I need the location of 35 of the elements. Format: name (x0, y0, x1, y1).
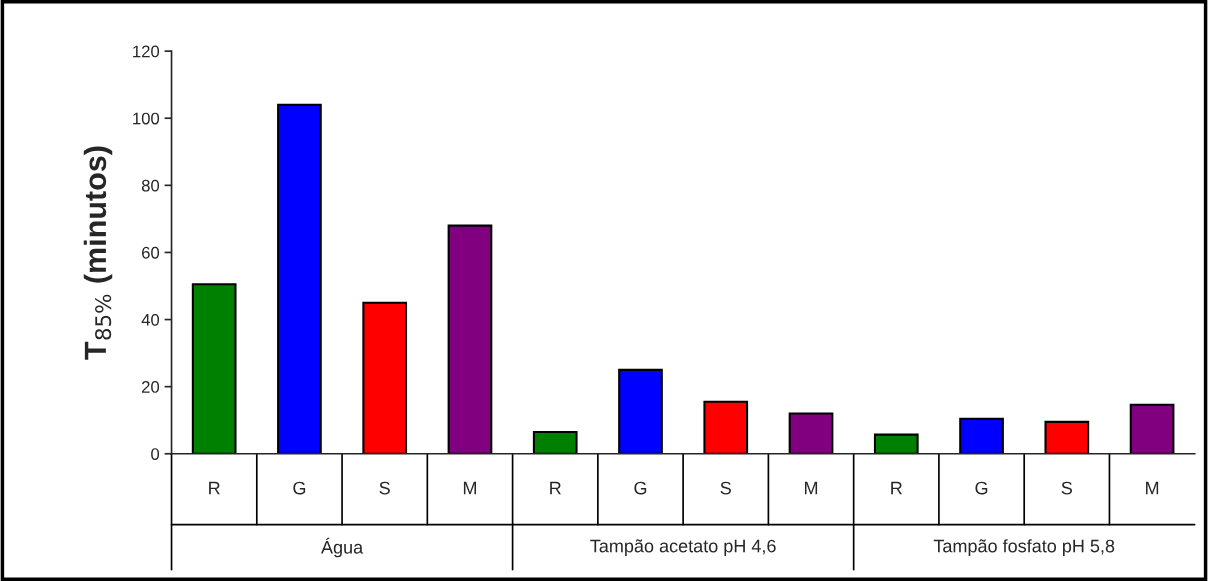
y-tick-label: 120 (133, 45, 160, 58)
bar (277, 103, 322, 454)
text: Água (321, 537, 364, 558)
y-tick-label: 60 (142, 246, 160, 259)
y-tick-label: 0 (151, 448, 160, 460)
text: Tampão fosfato pH 5,8 (933, 539, 1115, 556)
x-tick-label: G (975, 481, 988, 495)
y-tick-label: 20 (142, 381, 160, 393)
x-tick-label: S (720, 481, 731, 495)
x-tick-label: G (293, 481, 306, 495)
bar (447, 224, 493, 454)
x-tick-label: S (1061, 481, 1073, 495)
y-tick-label: 80 (141, 179, 160, 192)
bar (959, 417, 1004, 454)
x-tick-label: G (634, 481, 647, 495)
bar (873, 433, 919, 454)
bar (703, 400, 749, 454)
y-tick-label: 100 (133, 112, 160, 125)
y-axis-title: T$_{85%}$ (minutos) (83, 146, 113, 360)
bar (618, 368, 663, 454)
bar (1129, 403, 1175, 454)
bar (1044, 420, 1090, 454)
bar (191, 283, 237, 454)
x-tick-label: R (891, 481, 902, 495)
bar (532, 430, 578, 454)
y-tick-label: 40 (141, 313, 160, 326)
x-tick-label: R (550, 481, 561, 495)
x-tick-label: S (379, 481, 390, 495)
x-tick-label: M (804, 481, 818, 495)
bar (788, 412, 834, 454)
x-tick-label: M (1146, 481, 1159, 495)
text: Tampão acetato pH 4,6 (590, 539, 776, 556)
x-tick-label: M (463, 481, 476, 495)
bar (362, 301, 408, 454)
x-tick-label: R (209, 481, 220, 495)
